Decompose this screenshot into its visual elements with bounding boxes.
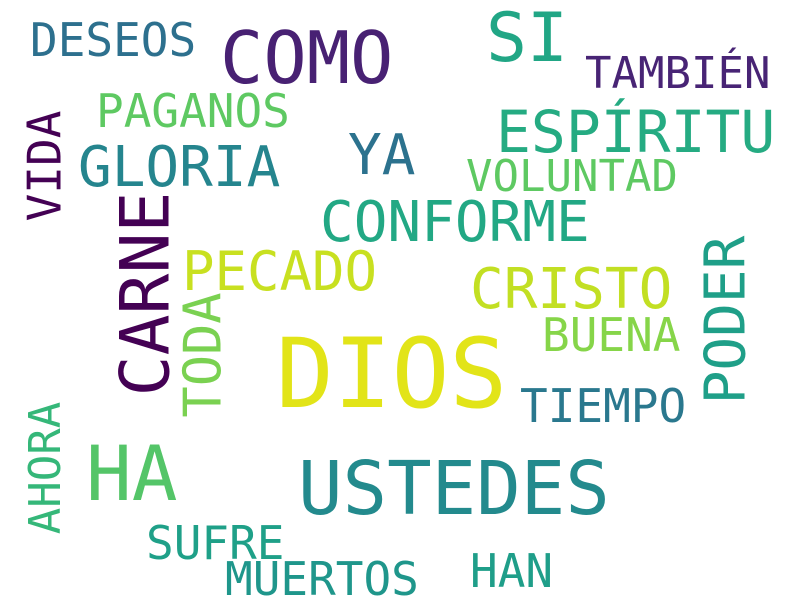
word-sufre: SUFRE <box>146 516 285 570</box>
word-carne: CARNE <box>105 191 185 397</box>
word-ha: HA <box>86 429 178 518</box>
word-voluntad: VOLUNTAD <box>466 151 678 202</box>
word-ahora: AHORA <box>20 401 72 535</box>
word-gloria: GLORIA <box>78 135 281 200</box>
word-pecado: PECADO <box>182 240 378 303</box>
word-cristo: CRISTO <box>470 257 673 322</box>
word-espiritu: ESPÍRITU <box>496 98 776 166</box>
word-han: HAN <box>470 544 554 598</box>
word-muertos: MUERTOS <box>225 552 419 600</box>
word-conforme: CONFORME <box>320 190 590 255</box>
word-deseos: DESEOS <box>30 13 197 67</box>
word-poder: PODER <box>692 235 758 405</box>
word-como: COMO <box>220 16 394 100</box>
word-tiempo: TIEMPO <box>520 379 687 433</box>
word-toda: TODA <box>173 292 234 418</box>
word-ustedes: USTEDES <box>298 446 610 532</box>
word-vida: VIDA <box>16 110 71 222</box>
word-paganos: PAGANOS <box>96 84 290 138</box>
word-buena: BUENA <box>542 308 681 362</box>
word-ya: YA <box>348 123 416 188</box>
word-si: SI <box>486 0 568 78</box>
word-dios: DIOS <box>276 318 508 430</box>
word-tambien: TAMBIÉN <box>585 48 771 99</box>
